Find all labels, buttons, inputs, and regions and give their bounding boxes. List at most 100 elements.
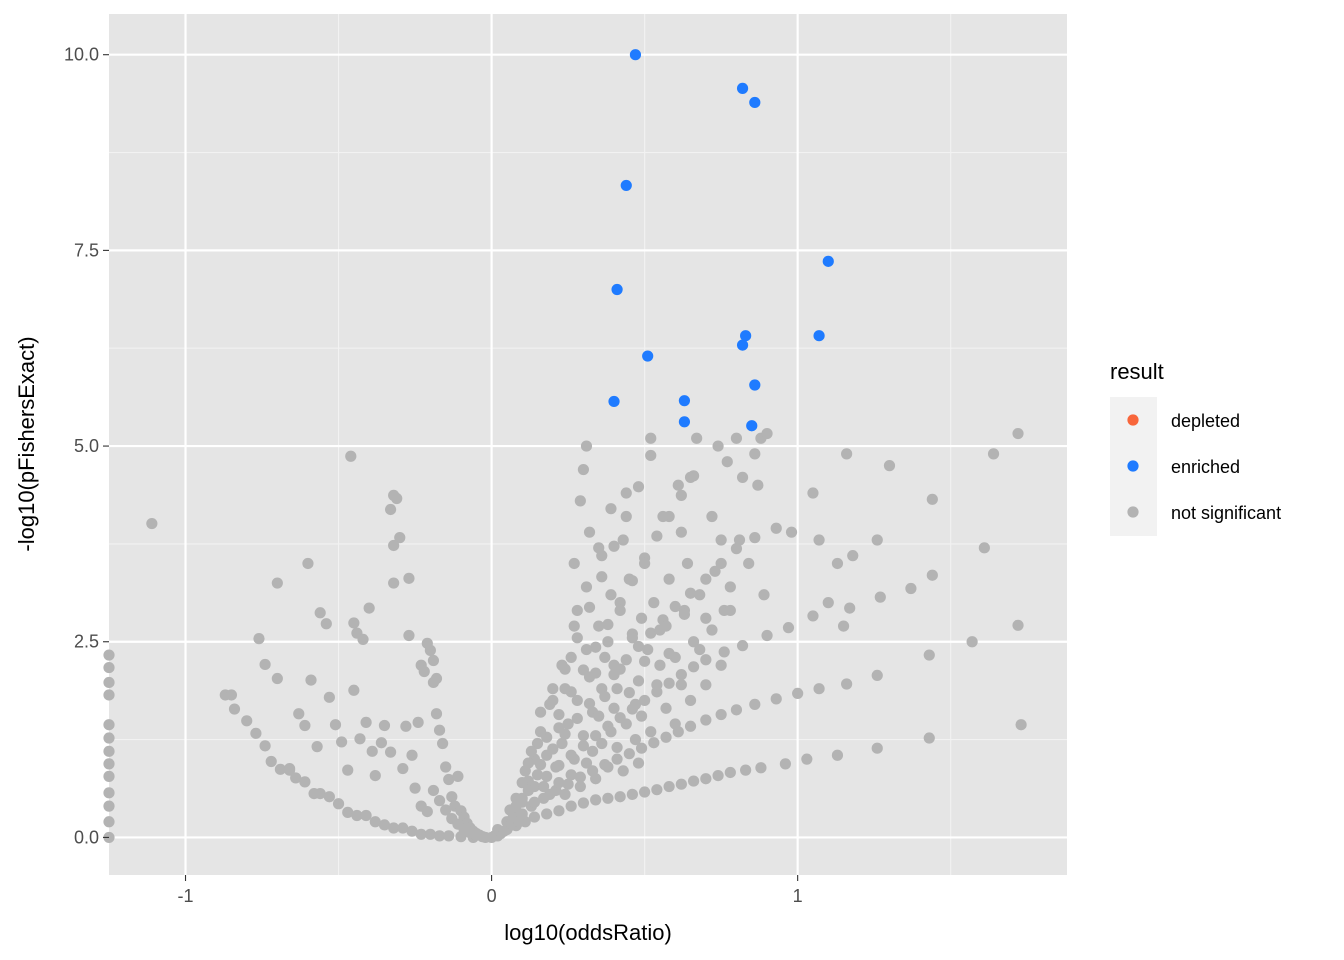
point-not-significant <box>712 769 724 782</box>
point-not-significant <box>611 753 623 765</box>
point-not-significant <box>629 733 642 746</box>
point-not-significant <box>779 758 792 770</box>
point-not-significant <box>440 804 452 816</box>
point-not-significant <box>290 772 302 784</box>
point-not-significant <box>577 730 590 742</box>
point-not-significant <box>632 640 645 653</box>
legend-label-not-significant: not significant <box>1171 503 1281 523</box>
point-not-significant <box>847 550 859 562</box>
point-not-significant <box>782 622 795 634</box>
point-not-significant <box>430 708 443 720</box>
point-not-significant <box>709 565 721 577</box>
point-not-significant <box>724 766 736 779</box>
point-not-significant <box>476 831 489 843</box>
point-not-significant <box>632 481 645 493</box>
point-not-significant <box>440 761 452 773</box>
point-not-significant <box>651 530 663 542</box>
point-not-significant <box>378 819 391 831</box>
point-not-significant <box>663 780 675 793</box>
point-not-significant <box>614 791 626 803</box>
point-not-significant <box>388 539 400 552</box>
point-not-significant <box>577 740 590 752</box>
minor-gridlines <box>109 14 1067 875</box>
point-not-significant <box>700 612 712 624</box>
point-not-significant <box>871 742 883 754</box>
point-not-significant <box>577 797 590 809</box>
point-not-significant <box>883 460 896 472</box>
point-not-significant <box>669 718 681 730</box>
point-not-significant <box>544 788 556 800</box>
point-not-significant <box>553 708 565 721</box>
point-not-significant <box>271 577 283 589</box>
point-not-significant <box>580 581 593 593</box>
point-not-significant <box>433 724 446 736</box>
point-not-significant <box>534 726 547 738</box>
point-not-significant <box>663 677 675 689</box>
point-not-significant <box>614 597 626 609</box>
point-enriched <box>746 420 758 432</box>
point-not-significant <box>620 487 632 499</box>
point-not-significant <box>807 610 819 622</box>
point-not-significant <box>770 693 782 705</box>
point-not-significant <box>605 726 617 738</box>
point-not-significant <box>388 822 400 834</box>
legend-label-depleted: depleted <box>1171 411 1240 431</box>
point-not-significant <box>574 495 586 507</box>
point-not-significant <box>841 678 853 690</box>
point-not-significant <box>271 672 283 685</box>
point-not-significant <box>651 679 663 691</box>
point-enriched <box>678 395 691 407</box>
point-not-significant <box>427 654 440 667</box>
point-not-significant <box>871 534 883 546</box>
point-not-significant <box>663 573 675 585</box>
point-not-significant <box>283 764 296 776</box>
point-not-significant <box>675 669 687 681</box>
point-enriched <box>749 96 761 109</box>
point-not-significant <box>749 448 761 460</box>
y-axis-title: -log10(pFishersExact) <box>14 336 39 551</box>
point-not-significant <box>580 643 593 656</box>
point-not-significant <box>433 830 446 842</box>
point-not-significant <box>608 540 620 552</box>
point-not-significant <box>626 632 638 644</box>
point-not-significant <box>553 777 565 789</box>
point-not-significant <box>632 757 645 769</box>
point-not-significant <box>525 745 537 757</box>
point-not-significant <box>614 663 626 675</box>
point-not-significant <box>648 737 660 749</box>
x-tick-label: 0 <box>487 886 497 906</box>
point-not-significant <box>299 719 311 732</box>
point-enriched <box>822 255 834 267</box>
point-not-significant <box>706 510 718 523</box>
legend-key-depleted <box>1127 414 1139 426</box>
point-not-significant <box>544 698 556 710</box>
point-not-significant <box>437 737 449 750</box>
point-not-significant <box>602 618 614 631</box>
point-not-significant <box>617 534 629 546</box>
point-not-significant <box>669 600 681 613</box>
point-not-significant <box>427 784 440 797</box>
point-not-significant <box>580 757 593 769</box>
point-not-significant <box>577 463 590 476</box>
y-tick-label: 7.5 <box>74 240 99 260</box>
point-not-significant <box>706 624 718 636</box>
point-not-significant <box>923 732 935 744</box>
point-not-significant <box>274 763 286 775</box>
point-not-significant <box>1015 719 1027 731</box>
point-not-significant <box>639 557 651 570</box>
point-not-significant <box>635 742 648 754</box>
point-not-significant <box>678 608 691 620</box>
point-not-significant <box>541 808 553 820</box>
point-not-significant <box>599 690 611 703</box>
point-not-significant <box>684 471 697 483</box>
point-not-significant <box>329 719 342 731</box>
point-not-significant <box>758 589 770 601</box>
point-not-significant <box>691 432 703 444</box>
point-not-significant <box>323 791 335 803</box>
legend: result depleted enriched not significant <box>1110 359 1281 536</box>
point-not-significant <box>559 788 571 800</box>
legend-title: result <box>1110 359 1164 384</box>
point-not-significant <box>146 517 158 530</box>
point-not-significant <box>596 571 608 583</box>
point-not-significant <box>923 649 935 661</box>
